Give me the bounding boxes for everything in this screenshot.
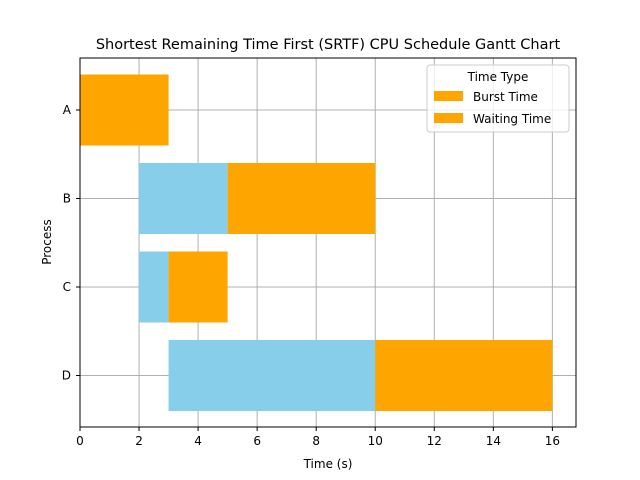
x-tick-label: 12 <box>427 434 442 448</box>
bar-D-segment-2 <box>375 340 553 411</box>
legend: Time Type Burst Time Waiting Time <box>426 64 570 133</box>
legend-swatch-waiting <box>434 113 463 123</box>
x-tick-label: 0 <box>76 434 84 448</box>
y-tick-label-B: B <box>63 192 71 206</box>
ticks-layer: 0 2 4 6 8 10 12 14 16 A B C D <box>62 103 560 448</box>
x-tick-label: 8 <box>312 434 320 448</box>
x-tick-label: 2 <box>135 434 143 448</box>
bars-layer <box>80 74 553 411</box>
x-tick-label: 16 <box>545 434 560 448</box>
bar-A-segment-2 <box>80 74 169 146</box>
bar-B-segment-1 <box>139 163 228 234</box>
chart-title: Shortest Remaining Time First (SRTF) CPU… <box>96 37 561 53</box>
x-tick-label: 4 <box>194 434 202 448</box>
legend-title: Time Type <box>467 70 529 84</box>
y-axis-label: Process <box>40 219 54 265</box>
bar-D-segment-1 <box>168 340 376 411</box>
bar-B-segment-2 <box>227 163 376 234</box>
legend-label-waiting: Waiting Time <box>473 112 551 126</box>
x-axis-label: Time (s) <box>303 457 353 471</box>
x-tick-label: 6 <box>253 434 261 448</box>
x-tick-label: 14 <box>486 434 501 448</box>
bar-C-segment-1 <box>139 251 169 323</box>
y-tick-label-D: D <box>62 369 71 383</box>
x-tick-label: 10 <box>368 434 383 448</box>
y-tick-label-A: A <box>63 103 72 117</box>
plot-frame <box>79 57 577 428</box>
legend-swatch-burst <box>434 91 463 101</box>
legend-label-burst: Burst Time <box>473 90 538 104</box>
bar-C-segment-2 <box>168 251 228 323</box>
y-tick-label-C: C <box>63 280 71 294</box>
